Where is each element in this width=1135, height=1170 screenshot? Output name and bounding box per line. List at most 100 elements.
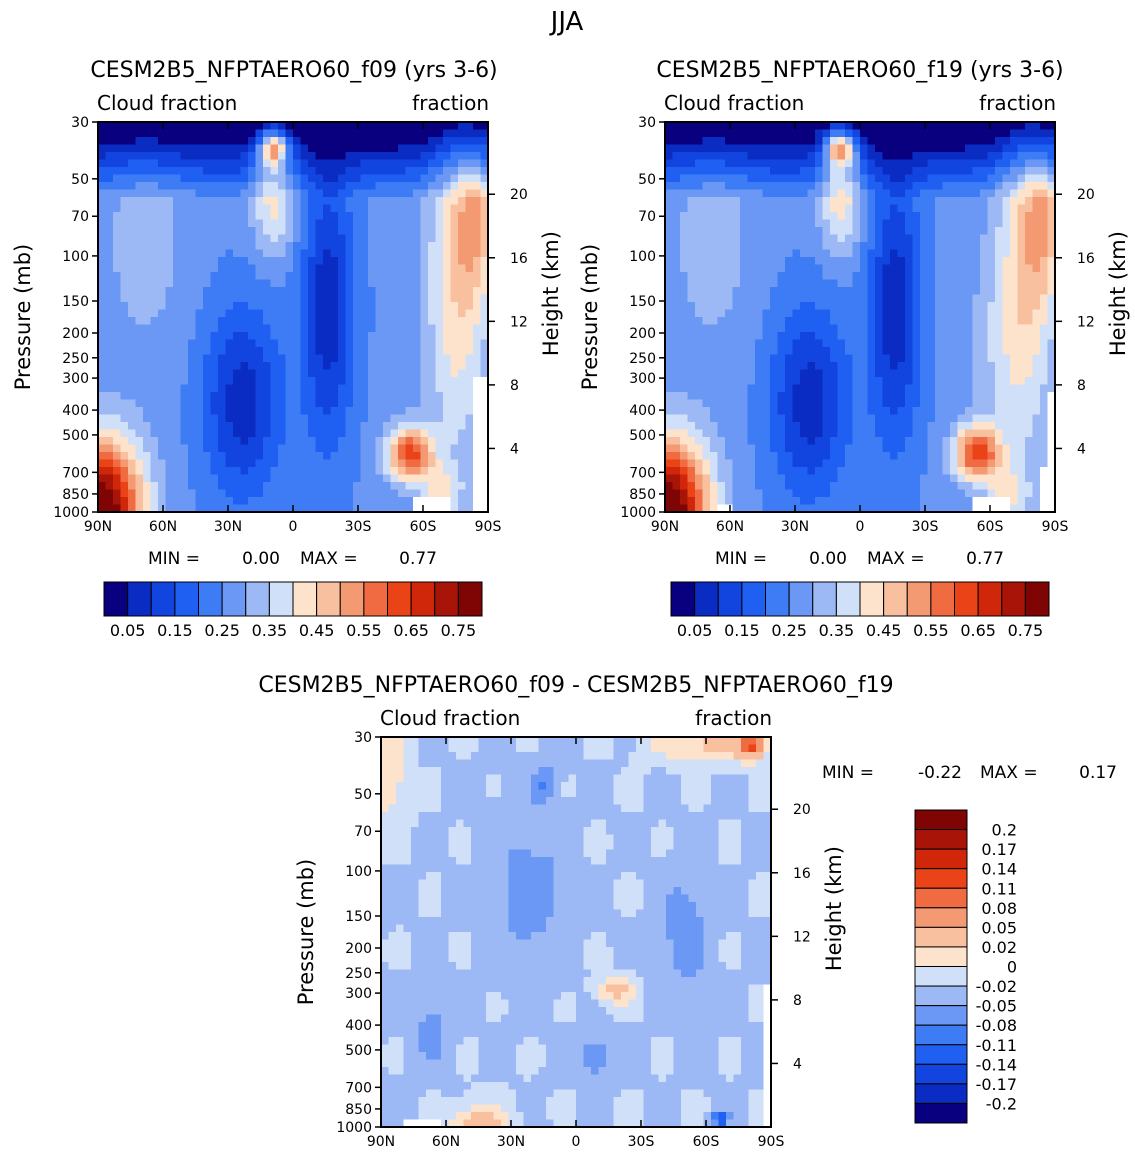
heatmap-cell	[338, 302, 346, 310]
heatmap-cell	[421, 407, 429, 415]
heatmap-cell	[665, 460, 673, 468]
heatmap-cell	[443, 490, 451, 498]
heatmap-cell	[665, 407, 673, 415]
heatmap-cell	[770, 265, 778, 273]
heatmap-cell	[913, 415, 921, 423]
heatmap-cell	[323, 415, 331, 423]
heatmap-cell	[860, 482, 868, 490]
heatmap-cell	[718, 265, 726, 273]
heatmap-cell	[218, 220, 226, 228]
heatmap-cell	[830, 212, 838, 220]
heatmap-cell	[316, 370, 324, 378]
heatmap-cell	[973, 152, 981, 160]
heatmap-cell	[673, 452, 681, 460]
heatmap-cell	[256, 197, 264, 205]
heatmap-cell	[838, 385, 846, 393]
heatmap-cell	[188, 122, 196, 130]
heatmap-cell	[241, 242, 249, 250]
heatmap-cell	[316, 317, 324, 325]
heatmap-cell	[203, 130, 211, 138]
heatmap-cell	[740, 310, 748, 318]
heatmap-cell	[905, 122, 913, 130]
heatmap-cell	[665, 377, 673, 385]
heatmap-cell	[428, 377, 436, 385]
heatmap-cell	[958, 407, 966, 415]
heatmap-cell	[733, 167, 741, 175]
heatmap-cell	[875, 310, 883, 318]
heatmap-cell	[808, 227, 816, 235]
heatmap-cell	[755, 340, 763, 348]
heatmap-cell	[740, 272, 748, 280]
heatmap-cell	[443, 175, 451, 183]
heatmap-cell	[218, 340, 226, 348]
heatmap-cell	[443, 287, 451, 295]
heatmap-cell	[256, 272, 264, 280]
heatmap-cell	[898, 422, 906, 430]
heatmap-cell	[301, 310, 309, 318]
heatmap-cell	[368, 190, 376, 198]
heatmap-cell	[778, 130, 786, 138]
heatmap-cell	[196, 152, 204, 160]
heatmap-cell	[346, 242, 354, 250]
heatmap-cell	[263, 302, 271, 310]
heatmap-cell	[466, 430, 474, 438]
heatmap-cell	[973, 220, 981, 228]
heatmap-cell	[883, 145, 891, 153]
heatmap-cell	[203, 250, 211, 258]
heatmap-cell	[755, 287, 763, 295]
heatmap-cell	[338, 490, 346, 498]
heatmap-cell	[748, 145, 756, 153]
heatmap-cell	[113, 317, 121, 325]
heatmap-cell	[211, 482, 219, 490]
heatmap-cell	[173, 287, 181, 295]
heatmap-cell	[740, 212, 748, 220]
heatmap-cell	[113, 242, 121, 250]
heatmap-cell	[331, 167, 339, 175]
heatmap-cell	[703, 362, 711, 370]
heatmap-cell	[301, 167, 309, 175]
heatmap-cell	[703, 272, 711, 280]
heatmap-cell	[748, 212, 756, 220]
heatmap-cell	[451, 400, 459, 408]
heatmap-cell	[913, 287, 921, 295]
heatmap-cell	[353, 317, 361, 325]
heatmap-cell	[928, 415, 936, 423]
heatmap-cell	[293, 497, 301, 505]
heatmap-cell	[973, 205, 981, 213]
heatmap-cell	[838, 482, 846, 490]
colorbar-swatch	[151, 582, 175, 616]
heatmap-cell	[293, 295, 301, 303]
heatmap-cell	[830, 415, 838, 423]
heatmap-cell	[740, 302, 748, 310]
heatmap-cell	[98, 467, 106, 475]
heatmap-cell	[286, 437, 294, 445]
heatmap-cell	[845, 437, 853, 445]
heatmap-cell	[106, 302, 114, 310]
heatmap-cell	[271, 302, 279, 310]
heatmap-cell	[793, 152, 801, 160]
heatmap-cell	[980, 175, 988, 183]
heatmap-cell	[875, 392, 883, 400]
heatmap-cell	[883, 160, 891, 168]
heatmap-cell	[158, 167, 166, 175]
heatmap-cell	[173, 332, 181, 340]
heatmap-cell	[233, 362, 241, 370]
heatmap-cell	[106, 460, 114, 468]
heatmap-cell	[905, 145, 913, 153]
heatmap-cell	[800, 430, 808, 438]
heatmap-cell	[301, 407, 309, 415]
heatmap-cell	[376, 482, 384, 490]
heatmap-cell	[248, 310, 256, 318]
heatmap-cell	[398, 242, 406, 250]
heatmap-cell	[271, 407, 279, 415]
heatmap-cell	[106, 452, 114, 460]
heatmap-cell	[853, 310, 861, 318]
heatmap-cell	[943, 122, 951, 130]
heatmap-cell	[368, 310, 376, 318]
heatmap-cell	[868, 287, 876, 295]
heatmap-cell	[203, 160, 211, 168]
heatmap-cell	[853, 295, 861, 303]
heatmap-cell	[905, 497, 913, 505]
heatmap-cell	[188, 400, 196, 408]
